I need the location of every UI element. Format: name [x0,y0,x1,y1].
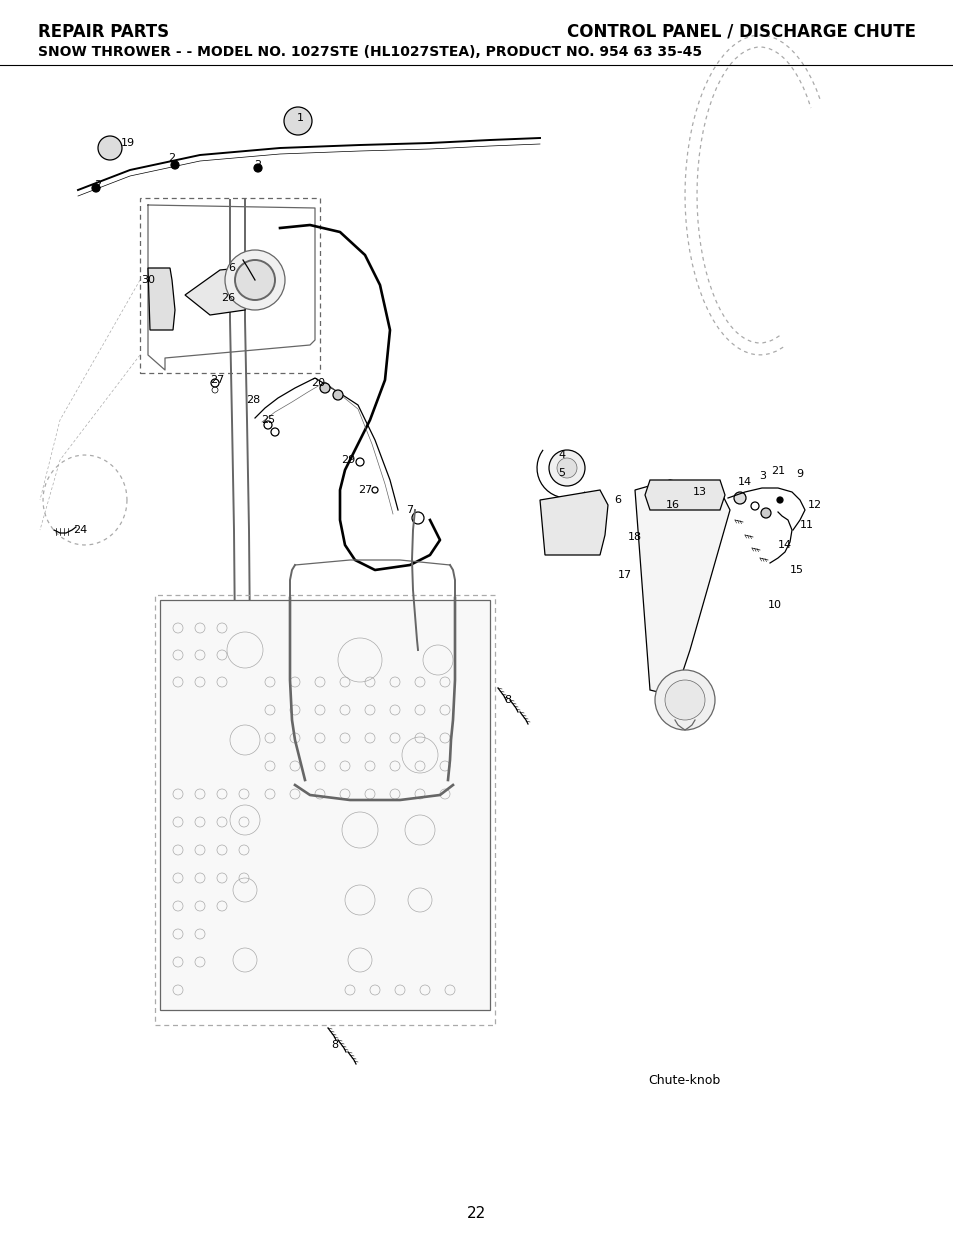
Text: 25: 25 [261,415,274,425]
Text: 4: 4 [558,450,565,459]
Text: CONTROL PANEL / DISCHARGE CHUTE: CONTROL PANEL / DISCHARGE CHUTE [566,23,915,41]
Text: 2: 2 [94,180,101,190]
Circle shape [333,390,343,400]
Text: 15: 15 [789,564,803,576]
Text: 18: 18 [627,532,641,542]
Circle shape [284,107,312,135]
Circle shape [98,136,122,161]
Circle shape [253,164,262,172]
Circle shape [319,383,330,393]
Text: 7: 7 [406,505,414,515]
Text: 2: 2 [169,153,175,163]
Text: 13: 13 [692,487,706,496]
Text: 6: 6 [229,263,235,273]
Text: 2: 2 [254,161,261,170]
Circle shape [234,261,274,300]
Bar [154,595,495,1025]
Text: 19: 19 [121,138,135,148]
Text: 8: 8 [331,1040,338,1050]
Polygon shape [148,268,174,330]
Polygon shape [644,480,724,510]
Circle shape [655,671,714,730]
Text: 17: 17 [618,571,632,580]
Circle shape [557,458,577,478]
Text: 26: 26 [221,293,234,303]
Circle shape [733,492,745,504]
Text: 10: 10 [767,600,781,610]
Polygon shape [185,268,250,315]
Text: 9: 9 [796,469,802,479]
Text: Chute-knob: Chute-knob [647,1073,720,1087]
Text: 27: 27 [357,485,372,495]
Text: 30: 30 [141,275,154,285]
Polygon shape [160,600,490,1010]
Circle shape [91,184,100,191]
Text: 24: 24 [72,525,87,535]
Circle shape [171,161,179,169]
Text: SNOW THROWER - - MODEL NO. 1027STE (HL1027STEA), PRODUCT NO. 954 63 35-45: SNOW THROWER - - MODEL NO. 1027STE (HL10… [38,44,701,59]
Circle shape [776,496,782,503]
Text: 20: 20 [311,378,325,388]
Text: 3: 3 [759,471,765,480]
Text: 22: 22 [467,1205,486,1220]
Polygon shape [635,480,729,695]
Circle shape [664,680,704,720]
Text: 11: 11 [800,520,813,530]
Text: 14: 14 [777,540,791,550]
Text: REPAIR PARTS: REPAIR PARTS [38,23,169,41]
Text: 21: 21 [770,466,784,475]
Bar [140,198,319,373]
Text: 28: 28 [246,395,260,405]
Text: 16: 16 [665,500,679,510]
Polygon shape [539,490,607,555]
Circle shape [548,450,584,487]
Circle shape [225,249,285,310]
Text: 6: 6 [614,495,620,505]
Text: 29: 29 [340,454,355,466]
Text: 1: 1 [296,112,303,124]
Text: 27: 27 [210,375,224,385]
Text: 8: 8 [504,695,511,705]
Text: 14: 14 [738,477,751,487]
Circle shape [760,508,770,517]
Text: 12: 12 [807,500,821,510]
Text: 5: 5 [558,468,565,478]
